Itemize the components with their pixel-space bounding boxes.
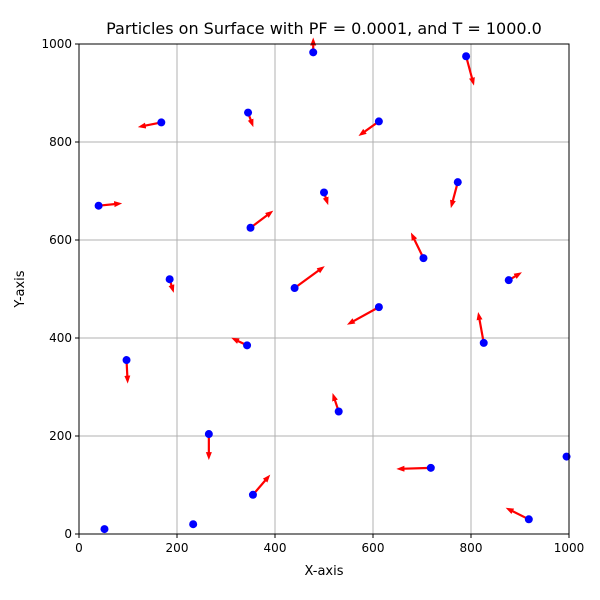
particle-point (419, 254, 428, 263)
y-tick-label: 400 (49, 331, 72, 345)
x-tick-label: 0 (75, 541, 83, 555)
y-axis-ticks: 0 200 400 600 800 1000 (41, 37, 79, 541)
particle-point (453, 178, 462, 187)
particle-point (94, 201, 103, 210)
velocity-arrow (410, 232, 425, 259)
particle-point (479, 338, 488, 347)
particle-point (374, 303, 383, 312)
y-tick-label: 800 (49, 135, 72, 149)
particle-point (157, 118, 166, 127)
plot-frame (78, 43, 570, 535)
velocity-arrow (476, 312, 485, 344)
y-tick-label: 600 (49, 233, 72, 247)
y-tick-label: 1000 (41, 37, 72, 51)
particle-point (320, 188, 328, 197)
velocity-arrows (98, 37, 530, 521)
particle-point (122, 356, 131, 365)
particle-point (426, 463, 435, 472)
particle-point (462, 52, 471, 61)
particle-point (244, 108, 253, 117)
y-tick-label: 200 (49, 429, 72, 443)
particle-point (524, 515, 533, 524)
plot-background (79, 44, 569, 534)
x-axis-ticks: 0 200 400 600 800 1000 (75, 534, 584, 555)
x-axis-label: X-axis (305, 564, 344, 579)
particle-point (290, 284, 299, 293)
velocity-arrow (293, 266, 325, 289)
x-tick-label: 600 (362, 541, 385, 555)
velocity-arrow (465, 55, 475, 86)
velocity-arrow (396, 465, 431, 472)
chart-title: Particles on Surface with PF = 0.0001, a… (106, 19, 542, 38)
x-tick-label: 200 (166, 541, 189, 555)
particle-point (334, 407, 343, 416)
particle-point (309, 48, 318, 57)
velocity-arrow (249, 210, 274, 229)
x-tick-label: 1000 (554, 541, 585, 555)
particle-point (504, 276, 513, 285)
particle-point (246, 223, 255, 232)
particle-point (165, 275, 174, 284)
particle-point (204, 430, 213, 439)
particle-point (374, 117, 383, 126)
particle-point (248, 490, 257, 499)
x-tick-label: 400 (264, 541, 287, 555)
y-axis-label: Y-axis (13, 270, 28, 308)
x-tick-label: 800 (460, 541, 483, 555)
y-tick-label: 0 (64, 527, 72, 541)
particle-point (243, 341, 252, 350)
particle-points (94, 48, 571, 534)
particle-point (189, 520, 198, 529)
velocity-arrow (346, 306, 380, 325)
particle-point (100, 525, 109, 534)
